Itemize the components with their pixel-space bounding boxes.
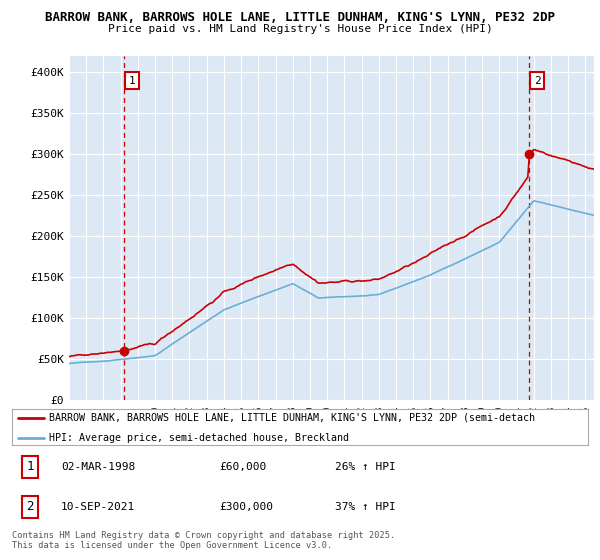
Text: 10-SEP-2021: 10-SEP-2021 [61,502,135,512]
Text: 2: 2 [26,501,34,514]
Text: Contains HM Land Registry data © Crown copyright and database right 2025.
This d: Contains HM Land Registry data © Crown c… [12,531,395,550]
Text: HPI: Average price, semi-detached house, Breckland: HPI: Average price, semi-detached house,… [49,433,349,443]
Text: BARROW BANK, BARROWS HOLE LANE, LITTLE DUNHAM, KING'S LYNN, PE32 2DP (semi-detac: BARROW BANK, BARROWS HOLE LANE, LITTLE D… [49,413,535,423]
Text: £60,000: £60,000 [220,462,266,472]
Text: 26% ↑ HPI: 26% ↑ HPI [335,462,395,472]
Text: 37% ↑ HPI: 37% ↑ HPI [335,502,395,512]
Text: Price paid vs. HM Land Registry's House Price Index (HPI): Price paid vs. HM Land Registry's House … [107,24,493,34]
Text: 02-MAR-1998: 02-MAR-1998 [61,462,135,472]
Text: BARROW BANK, BARROWS HOLE LANE, LITTLE DUNHAM, KING'S LYNN, PE32 2DP: BARROW BANK, BARROWS HOLE LANE, LITTLE D… [45,11,555,24]
Text: £300,000: £300,000 [220,502,274,512]
Text: 2: 2 [534,76,541,86]
Text: 1: 1 [129,76,136,86]
Text: 1: 1 [26,460,34,473]
